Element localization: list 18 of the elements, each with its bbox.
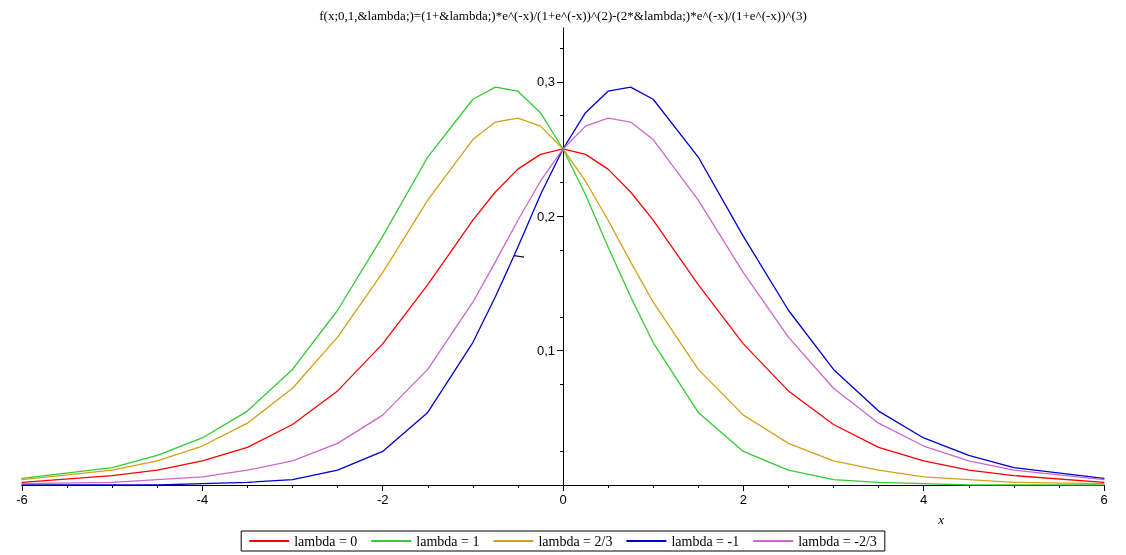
y-tick-label: 0,1 bbox=[536, 343, 555, 359]
x-axis-title: x bbox=[937, 512, 945, 527]
y-tick-label: 0,2 bbox=[536, 208, 555, 224]
x-tick-label: -4 bbox=[196, 492, 209, 507]
legend-label: lambda = 0 bbox=[294, 533, 358, 549]
legend-label: lambda = -2/3 bbox=[798, 533, 877, 549]
x-tick-label: 4 bbox=[920, 492, 928, 507]
x-tick-label: 0 bbox=[559, 492, 567, 507]
x-tick-label: 6 bbox=[1100, 492, 1108, 507]
legend-label: lambda = -1 bbox=[671, 533, 740, 549]
legend-label: lambda = 2/3 bbox=[538, 533, 613, 549]
legend-label: lambda = 1 bbox=[416, 533, 480, 549]
x-tick-label: -2 bbox=[376, 492, 389, 507]
x-tick-label: -6 bbox=[16, 492, 28, 507]
y-tick-label: 0,3 bbox=[536, 74, 555, 90]
chart-title: f(x;0,1,&lambda;)=(1+&lambda;)*e^(-x)/(1+e^(-x))^(2)-(2*&lambda;)*e^(-x)/(1+e^(-x))^(3) bbox=[319, 8, 807, 23]
y-axis-title: l bbox=[511, 254, 527, 259]
x-tick-label: 2 bbox=[739, 492, 747, 507]
